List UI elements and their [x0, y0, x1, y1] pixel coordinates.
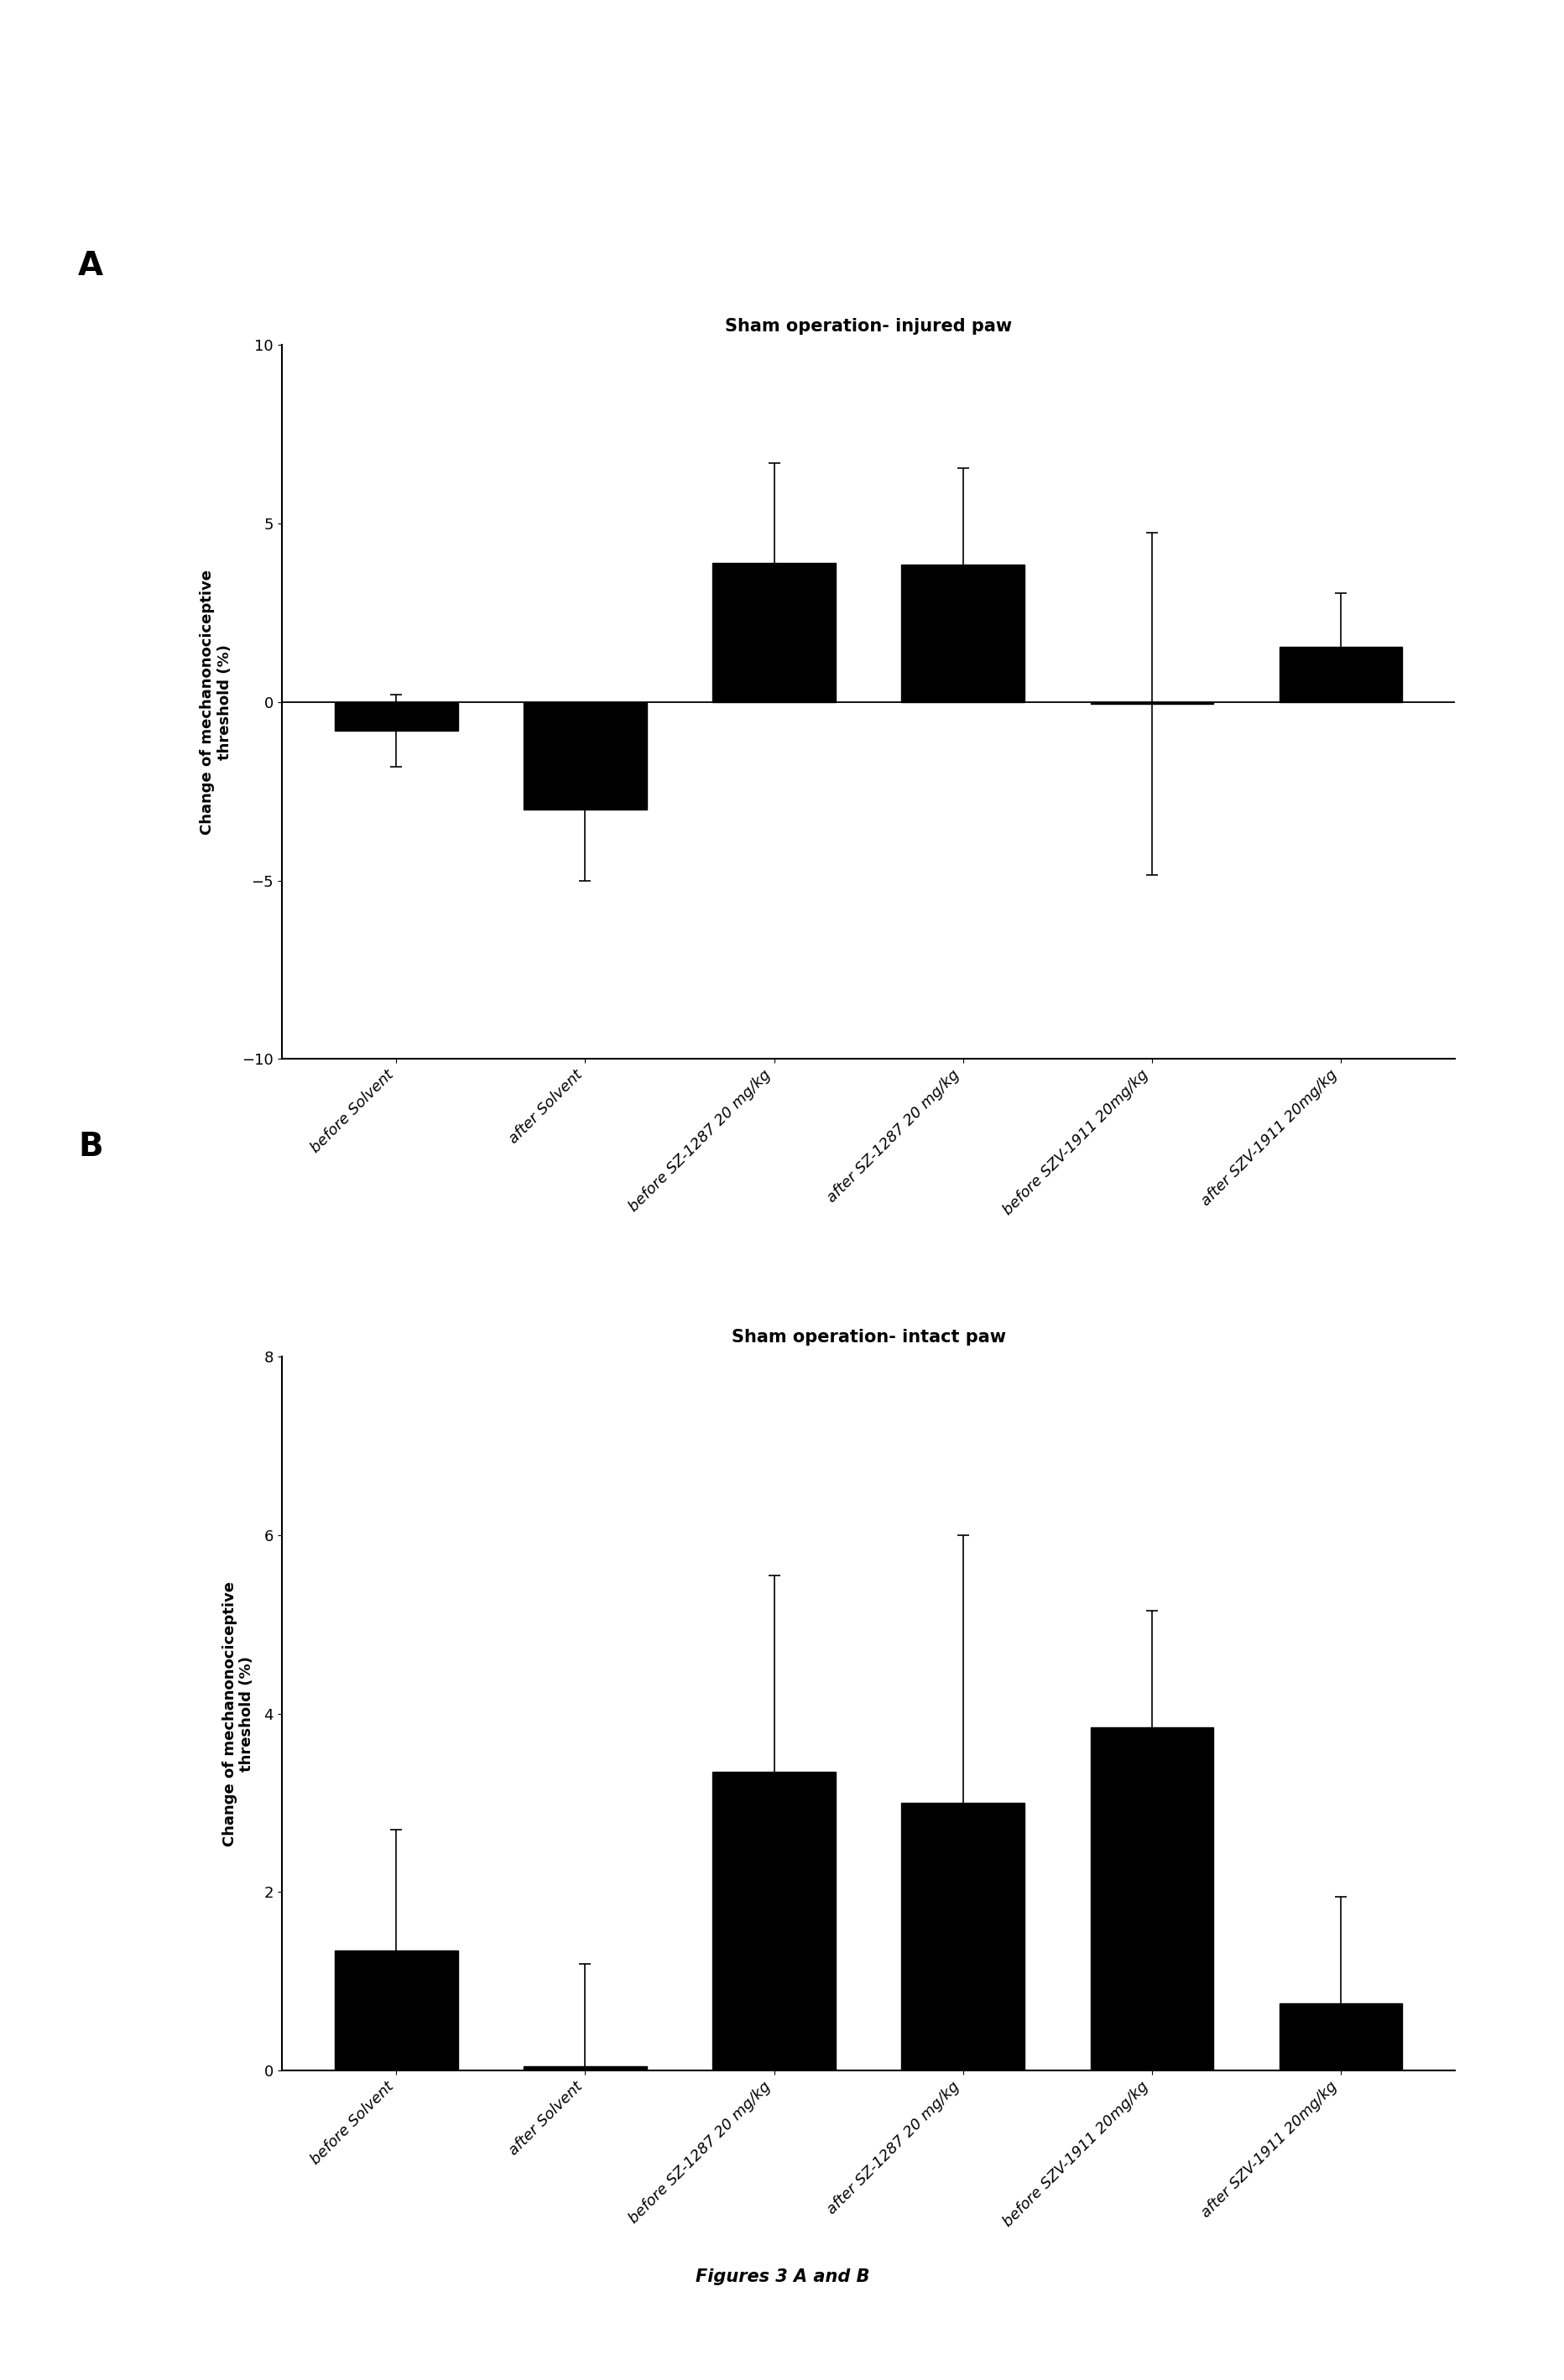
Y-axis label: Change of mechanonociceptive
threshold (%): Change of mechanonociceptive threshold (…: [222, 1580, 255, 1847]
Bar: [712, 1771, 835, 2071]
Bar: [1278, 2004, 1401, 2071]
Bar: [901, 564, 1024, 702]
Title: Sham operation- injured paw: Sham operation- injured paw: [724, 317, 1012, 336]
Text: Figures 3 A and B: Figures 3 A and B: [694, 2268, 870, 2285]
Title: Sham operation- intact paw: Sham operation- intact paw: [730, 1328, 1006, 1347]
Bar: [524, 702, 646, 809]
Bar: [335, 1949, 458, 2071]
Bar: [901, 1804, 1024, 2071]
Bar: [1278, 647, 1401, 702]
Bar: [335, 702, 458, 731]
Text: A: A: [78, 250, 103, 281]
Bar: [524, 2066, 646, 2071]
Bar: [1090, 1728, 1212, 2071]
Text: B: B: [78, 1130, 103, 1161]
Bar: [712, 562, 835, 702]
Y-axis label: Change of mechanonociceptive
threshold (%): Change of mechanonociceptive threshold (…: [200, 569, 233, 835]
